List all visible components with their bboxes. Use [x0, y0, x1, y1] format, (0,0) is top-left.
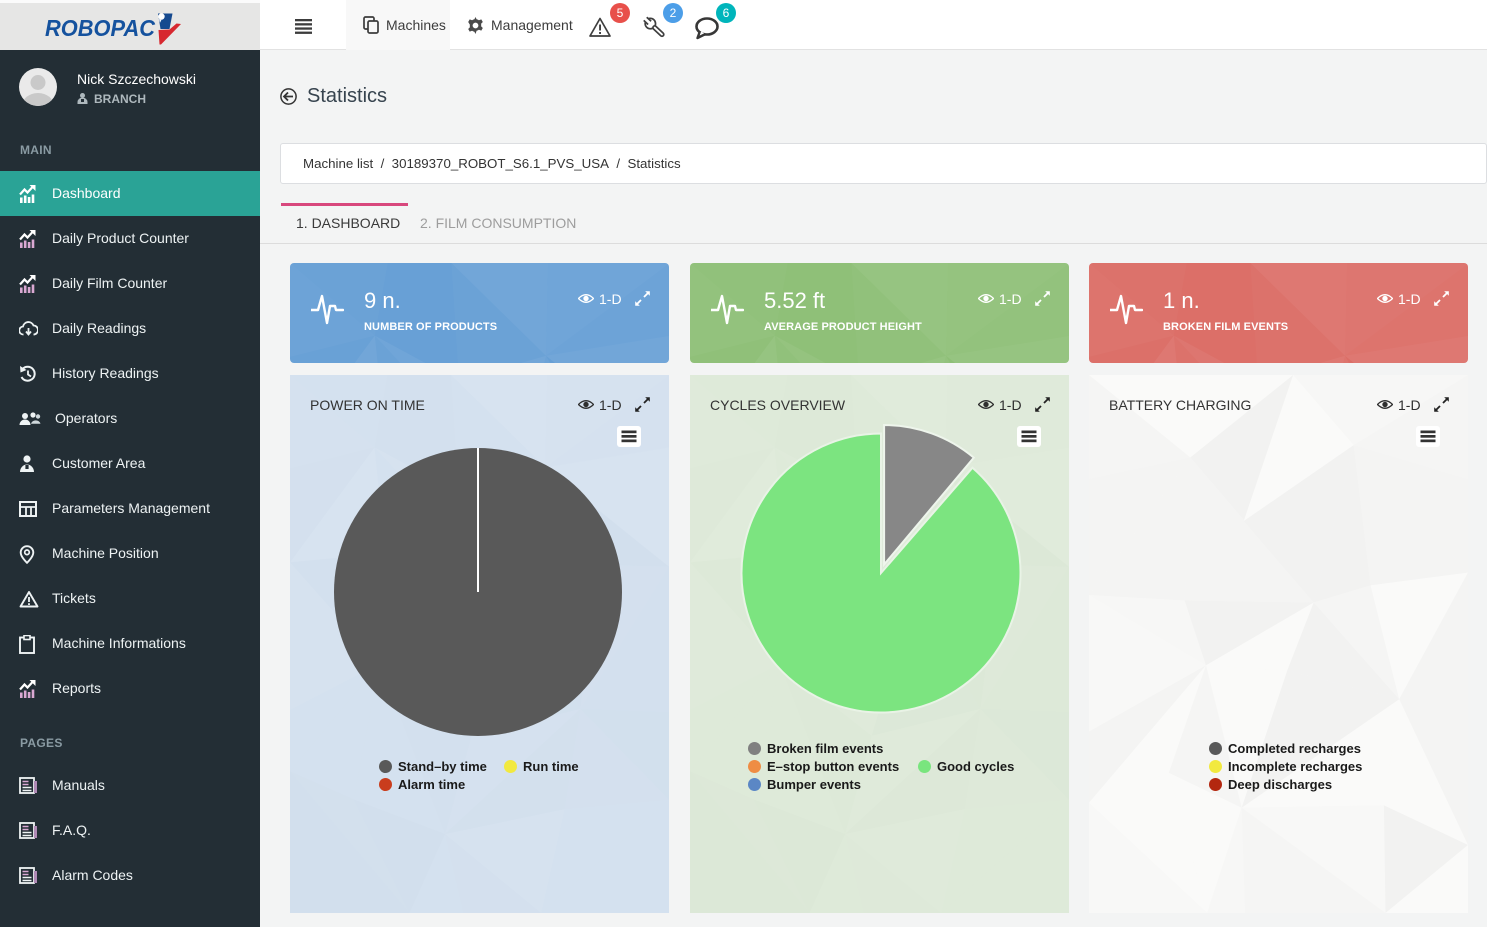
- svg-text:ROBOPAC: ROBOPAC: [45, 15, 155, 41]
